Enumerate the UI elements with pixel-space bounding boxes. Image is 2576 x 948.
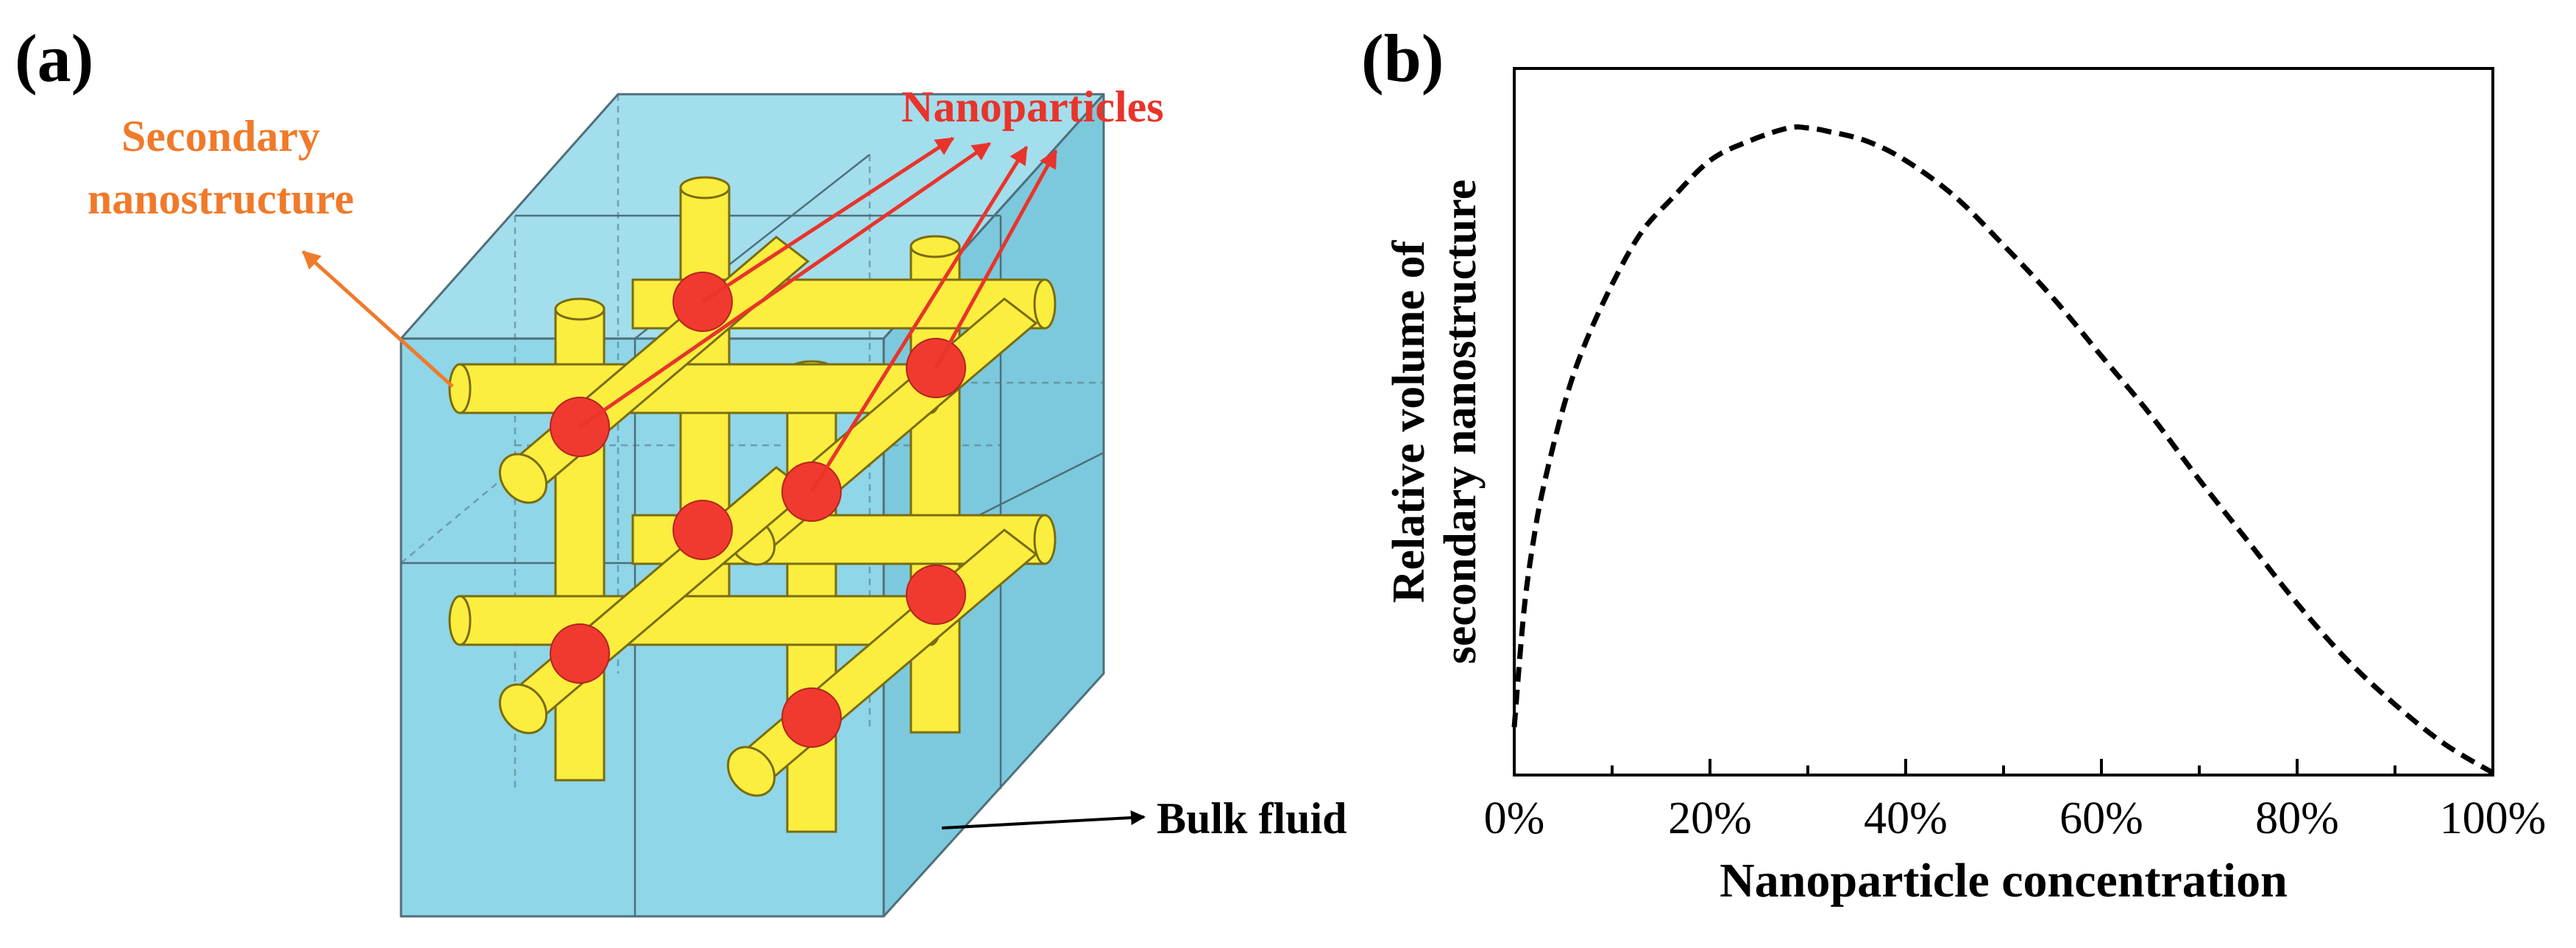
- plot-frame: [1513, 67, 2494, 777]
- panel-b: (b) 0% 20% 40% 60% 80% 100% Nanoparticle conc…: [1361, 21, 2546, 908]
- nanoparticle: [781, 687, 842, 748]
- y-axis-label-line1: Relative volume of: [1384, 239, 1434, 603]
- x-axis-ticks: [1513, 759, 2494, 775]
- bulk-fluid-arrow: [941, 810, 1146, 830]
- rod-end: [498, 453, 548, 504]
- x-axis-tick-labels: 0% 20% 40% 60% 80% 100%: [1484, 793, 2547, 843]
- y-axis-label-line2: secondary nanostructure: [1436, 180, 1486, 664]
- x-tick-label: 100%: [2440, 793, 2547, 843]
- rod-end: [554, 297, 606, 321]
- chart-area: 0% 20% 40% 60% 80% 100% Nanoparticle concentr…: [1384, 67, 2547, 908]
- secondary-nanostructure-arrow: [302, 250, 454, 388]
- nanoparticle: [906, 565, 966, 625]
- rod-end: [1033, 514, 1057, 565]
- x-tick-label: 40%: [1864, 793, 1948, 843]
- x-tick-label: 20%: [1668, 793, 1752, 843]
- rod-end: [448, 595, 472, 646]
- rod-end: [909, 235, 961, 258]
- rod-end: [498, 683, 548, 735]
- x-tick-label: 0%: [1484, 793, 1545, 843]
- rod-horizontal: [458, 595, 932, 646]
- secondary-nanostructure-label-line1: Secondary: [121, 112, 320, 160]
- panel-a: (a): [15, 21, 1347, 918]
- secondary-nanostructure-label-line2: nanostructure: [88, 174, 354, 223]
- panel-b-label: (b): [1361, 21, 1444, 96]
- x-tick-label: 80%: [2255, 793, 2339, 843]
- rod-end: [448, 363, 472, 414]
- nanoparticle: [673, 500, 733, 560]
- panel-a-label: (a): [15, 21, 93, 96]
- rod-end: [679, 176, 731, 199]
- bulk-fluid-label: Bulk fluid: [1157, 794, 1347, 843]
- x-tick-label: 60%: [2059, 793, 2143, 843]
- nanoparticle-arrows: [578, 136, 1058, 493]
- nanoparticle: [550, 623, 610, 684]
- series-line-relative-volume: [1511, 124, 2494, 776]
- rod-end: [726, 746, 776, 797]
- rod-end: [1033, 278, 1057, 330]
- x-axis-label: Nanoparticle concentration: [1720, 854, 2288, 908]
- nanoparticles-label: Nanoparticles: [901, 82, 1164, 131]
- nanoparticles: [550, 272, 966, 748]
- rod-horizontal: [458, 363, 932, 414]
